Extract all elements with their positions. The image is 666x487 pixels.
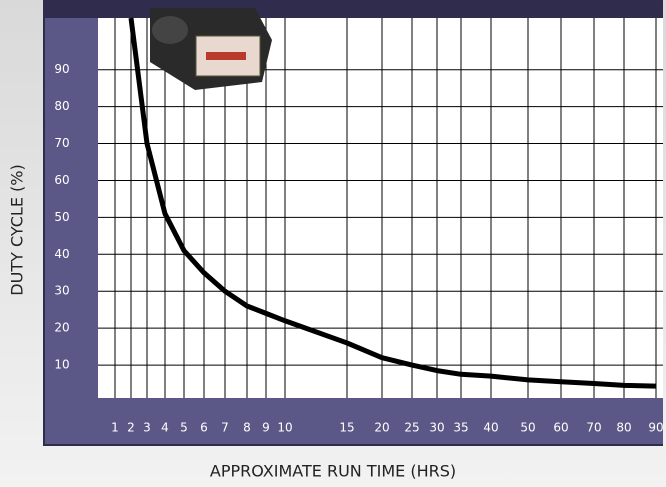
x-tick-label: 8 — [243, 421, 251, 435]
y-tick-label: 50 — [54, 210, 69, 224]
x-tick-label: 6 — [200, 421, 208, 435]
y-axis-title: DUTY CYCLE (%) — [8, 164, 27, 295]
y-tick-label: 70 — [54, 136, 69, 150]
x-axis-title: APPROXIMATE RUN TIME (HRS) — [210, 462, 456, 481]
x-tick-label: 7 — [221, 421, 229, 435]
x-tick-label: 10 — [277, 421, 292, 435]
page: APPROXIMATE RUN TIME (HRS) DUTY CYCLE (%… — [0, 0, 666, 487]
x-tick-label: 15 — [339, 421, 354, 435]
y-tick-label: 10 — [54, 358, 69, 372]
x-tick-label: 30 — [429, 421, 444, 435]
y-tick-label: 60 — [54, 173, 69, 187]
x-tick-label: 35 — [453, 421, 468, 435]
x-tick-label: 90 — [648, 421, 663, 435]
x-tick-label: 4 — [161, 421, 169, 435]
x-tick-label: 2 — [127, 421, 135, 435]
x-tick-label: 3 — [143, 421, 151, 435]
x-tick-label: 40 — [483, 421, 498, 435]
x-tick-label: 25 — [404, 421, 419, 435]
y-tick-label: 20 — [54, 321, 69, 335]
x-tick-label: 9 — [262, 421, 270, 435]
y-strip — [45, 18, 98, 444]
x-tick-label: 60 — [553, 421, 568, 435]
y-tick-label: 90 — [54, 62, 69, 76]
x-tick-label: 5 — [180, 421, 188, 435]
x-tick-label: 20 — [374, 421, 389, 435]
y-tick-label: 80 — [54, 99, 69, 113]
chart: APPROXIMATE RUN TIME (HRS) DUTY CYCLE (%… — [0, 0, 666, 487]
x-tick-label: 50 — [520, 421, 535, 435]
x-tick-label: 1 — [111, 421, 119, 435]
x-tick-label: 80 — [616, 421, 631, 435]
y-tick-label: 30 — [54, 284, 69, 298]
x-tick-label: 70 — [586, 421, 601, 435]
y-tick-label: 40 — [54, 247, 69, 261]
